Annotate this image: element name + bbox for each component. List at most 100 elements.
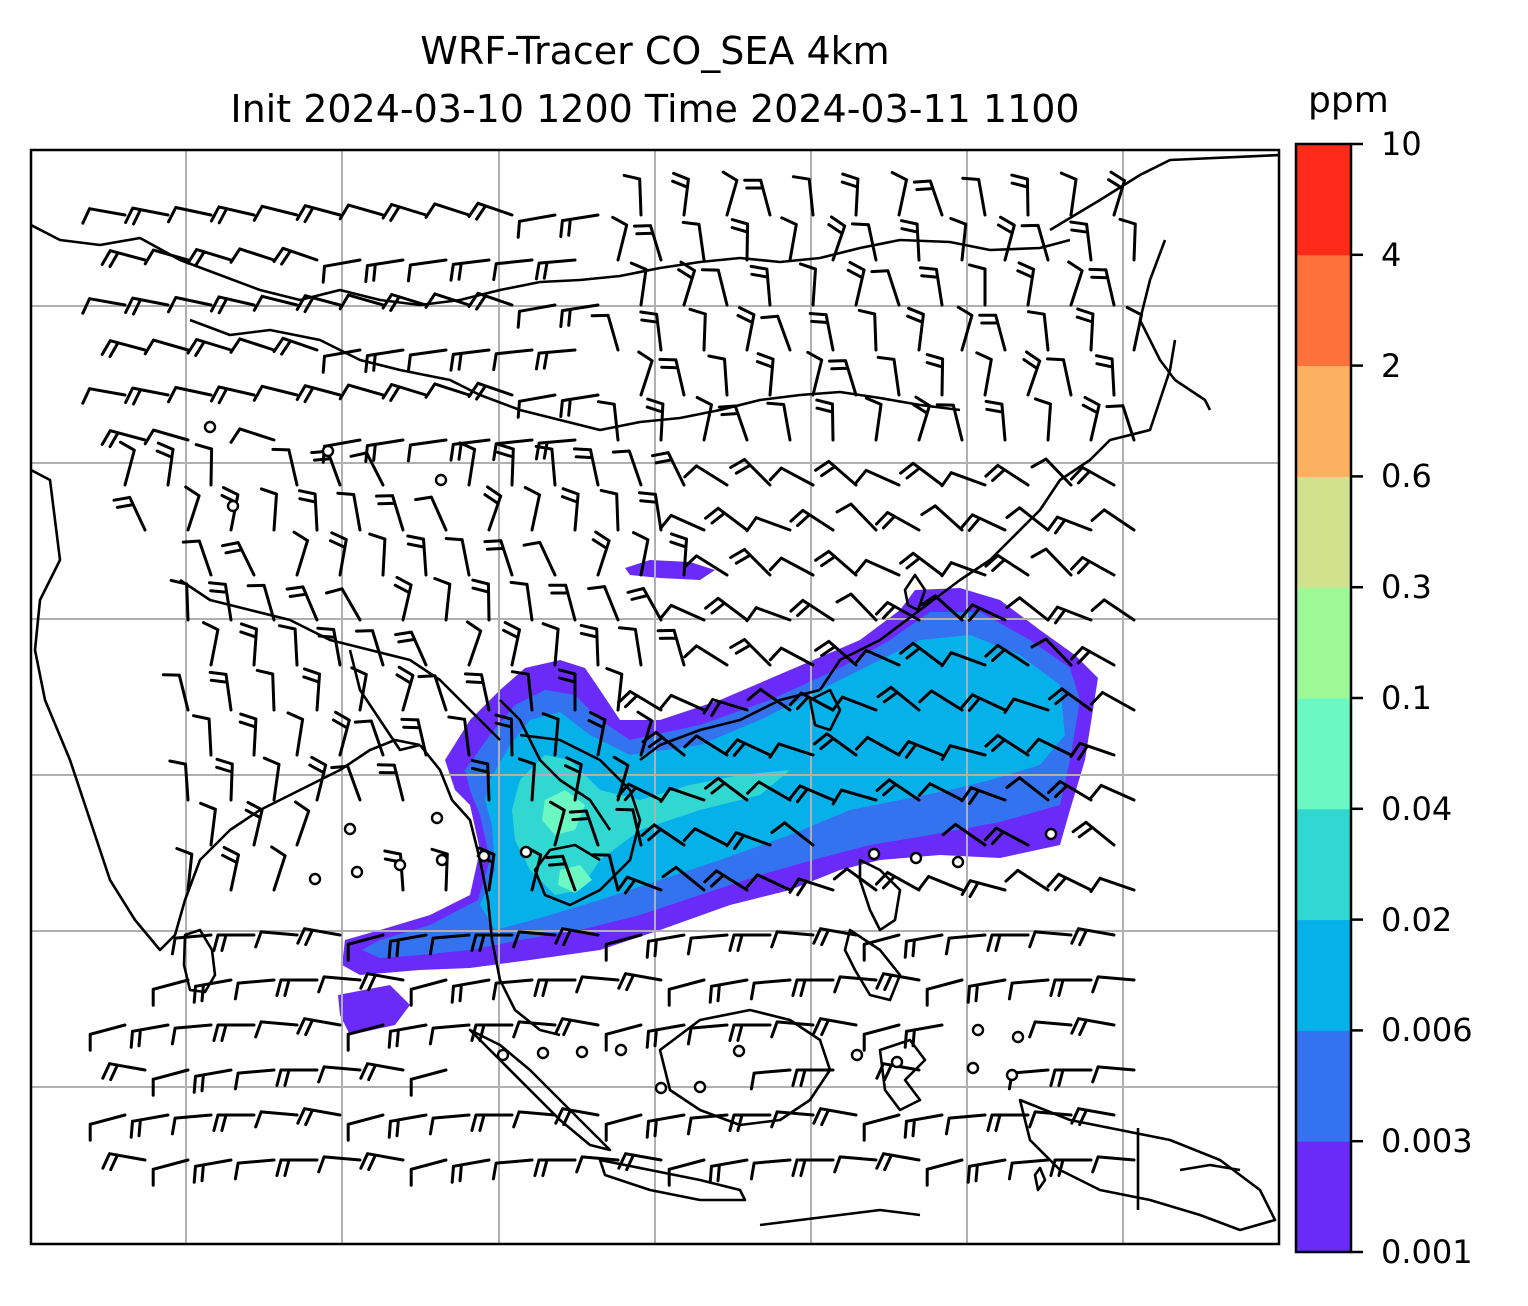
java [598,1158,747,1202]
wind-barb [336,491,362,532]
korea [1138,239,1212,411]
wind-barb [186,248,233,267]
colorbar-tick-label: 10 [1381,125,1422,163]
wind-barb [626,587,663,622]
wind-barb [229,427,276,444]
wind-barb [984,463,1030,487]
wind-barb [359,1062,405,1082]
wind-barb [925,353,945,397]
wind-barb [560,487,580,532]
wind-barb [262,756,281,802]
title-line-2: Init 2024-03-10 1200 Time 2024-03-11 110… [230,87,1080,131]
wind-barb [749,1068,792,1091]
wind-barb [789,508,835,532]
wind-barb [1028,1110,1073,1129]
wind-barb [814,639,858,667]
wind-barb [604,1113,643,1142]
calm-wind-circle [393,858,407,872]
wind-barb [686,1023,729,1046]
wind-barb [590,313,620,352]
wind-barb [424,202,471,219]
wind-barb [912,179,944,217]
wind-barb [1003,697,1050,714]
wind-barb [875,778,921,802]
wind-barb [81,207,127,225]
wind-barb [494,713,514,757]
wind-barb [387,933,428,959]
wind-barb [903,933,944,959]
wind-barb [833,975,878,994]
wind-barb [175,847,194,892]
wind-barb [596,400,620,442]
wind-barbs [81,170,1143,1187]
wind-barb [768,646,815,667]
wind-barb [81,387,127,405]
colorbar-segment [1296,919,1351,1031]
wind-barb [835,502,878,532]
wind-barb [730,218,750,262]
wind-barb [749,978,792,1001]
wind-barb [143,428,190,446]
wind-barb [940,471,987,488]
wind-barb [986,1113,1030,1132]
wind-barb [554,1107,600,1127]
wind-barb [940,744,987,761]
wind-barb [212,1113,256,1132]
japan-south [1179,1163,1241,1172]
wind-barb [559,213,600,238]
wind-barb [575,1155,620,1174]
wind-barb [874,871,921,892]
plume-level-0.001-lower [338,985,410,1035]
wind-barb [944,933,987,956]
wind-barb [745,606,792,623]
wind-barb [424,292,471,309]
wind-barb [483,485,503,532]
wind-barb [615,807,643,847]
wind-barb [181,539,213,577]
wind-barb [831,695,878,712]
wind-barb [890,171,908,217]
wind-barb [659,786,706,803]
wind-barb [541,622,560,667]
wind-barb [559,303,600,328]
wind-barb [1089,691,1136,712]
wind-barb [88,1113,127,1142]
calm-wind-circle [430,811,444,825]
wind-barb [1026,310,1050,352]
wind-barb [492,258,534,282]
wind-barb [864,396,883,442]
wind-barb [721,170,739,217]
wind-barb [1046,605,1093,625]
wind-barb [129,1023,170,1049]
wind-barb [255,668,276,712]
wind-barb [728,1113,772,1132]
wind-barb [296,1017,342,1037]
wind-barb [1091,1155,1136,1174]
wind-barb [968,263,987,307]
wind-barb [516,213,557,239]
wind-barb [695,396,713,442]
wind-barb [875,1152,921,1172]
calm-wind-circle [1005,1068,1019,1082]
wind-barb [725,738,772,757]
wind-barb [400,717,428,757]
wind-barb [683,644,729,667]
wind-barb [350,666,368,712]
wind-barb [338,203,385,221]
wind-barb [1089,783,1136,802]
wind-barb [591,530,611,577]
wind-barb [533,978,577,997]
wind-barb [534,258,577,281]
colorbar-tick-label: 0.001 [1381,1233,1473,1271]
wind-barb [349,451,385,487]
wind-barb [368,532,387,577]
wind-barb [355,629,385,667]
wind-barb [1016,261,1036,307]
wind-barb [170,933,213,956]
colorbar-tick-label: 2 [1381,346,1402,385]
wind-barb [1095,354,1116,397]
wind-barb [579,623,600,667]
wind-barb [381,383,428,402]
wind-barb [1007,978,1050,1001]
vietnam-east [639,688,821,762]
